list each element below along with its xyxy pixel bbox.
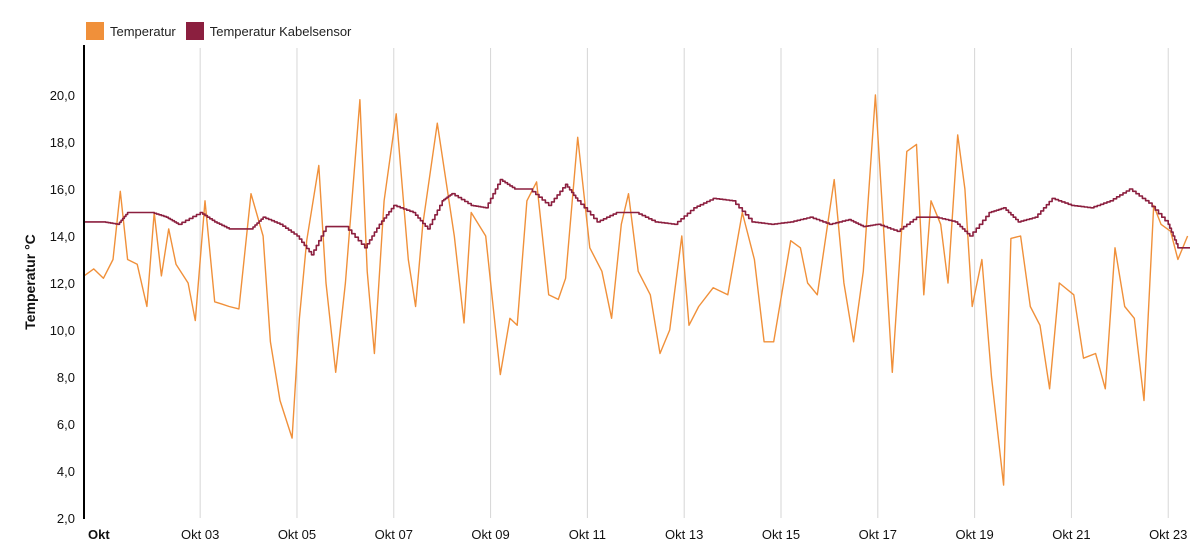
y-tick-label: 2,0 <box>57 511 75 526</box>
x-tick-label: Okt 17 <box>859 527 897 542</box>
y-tick-label: 12,0 <box>50 276 75 291</box>
y-tick-label: 18,0 <box>50 135 75 150</box>
x-tick-label: Okt 09 <box>471 527 509 542</box>
legend-item-temperatur[interactable]: Temperatur <box>86 22 176 40</box>
y-tick-labels: 2,0 4,0 6,0 8,0 10,0 12,0 14,0 16,0 18,0 20,0 <box>50 88 75 526</box>
legend-item-kabelsensor[interactable]: Temperatur Kabelsensor <box>185 22 352 40</box>
x-tick-label: Okt 19 <box>955 527 993 542</box>
series-line-temperatur <box>83 94 1189 486</box>
y-tick-label: 4,0 <box>57 464 75 479</box>
x-tick-label: Okt 13 <box>665 527 703 542</box>
x-tick-label: Okt 23 <box>1149 527 1187 542</box>
legend-swatch-kabelsensor <box>185 22 204 40</box>
x-tick-label: Okt <box>88 527 110 542</box>
series-line-kabelsensor <box>84 178 1190 256</box>
x-tick-label: Okt 21 <box>1052 527 1090 542</box>
y-tick-label: 6,0 <box>57 417 75 432</box>
x-tick-labels: Okt Okt 03 Okt 05 Okt 07 Okt 09 Okt 11 Okt 13 O… <box>88 527 1187 542</box>
x-tick-label: Okt 11 <box>569 527 606 542</box>
y-tick-label: 14,0 <box>50 229 75 244</box>
y-tick-label: 10,0 <box>50 323 75 338</box>
x-tick-label: Okt 07 <box>375 527 413 542</box>
legend-label-kabelsensor: Temperatur Kabelsensor <box>209 23 352 39</box>
y-tick-label: 8,0 <box>57 370 75 385</box>
x-tick-label: Okt 15 <box>762 527 800 542</box>
x-tick-label: Okt 05 <box>278 527 316 542</box>
legend: Temperatur Temperatur Kabelsensor <box>86 22 361 40</box>
y-tick-label: 16,0 <box>50 182 75 197</box>
series-group <box>83 94 1190 486</box>
legend-swatch-temperatur <box>86 22 104 40</box>
y-tick-label: 20,0 <box>50 88 75 103</box>
x-tick-label: Okt 03 <box>181 527 219 542</box>
y-axis-label: Temperatur °C <box>22 234 38 330</box>
legend-label-temperatur: Temperatur <box>110 23 176 39</box>
